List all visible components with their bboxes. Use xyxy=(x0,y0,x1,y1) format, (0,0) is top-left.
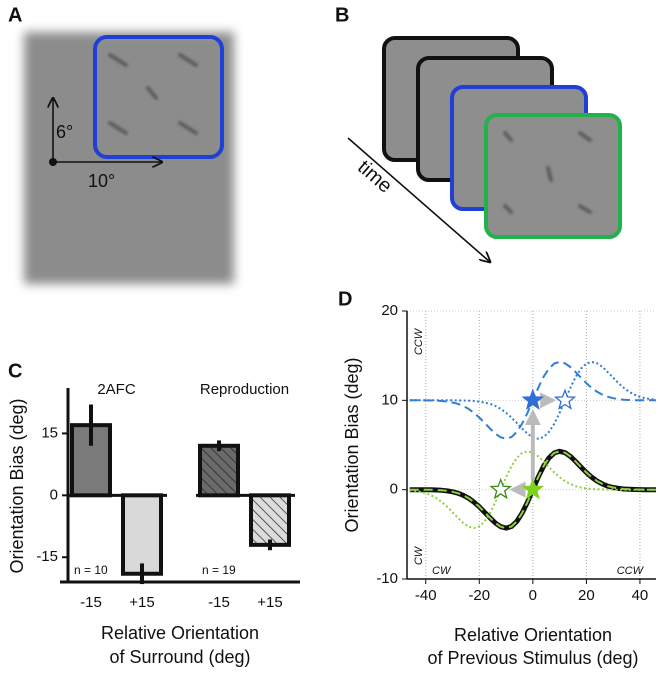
panel-label: D xyxy=(338,288,352,310)
annotation: n = 10 xyxy=(74,563,108,577)
annotation: CCW xyxy=(617,565,645,577)
annotation: CW xyxy=(413,545,425,565)
bar-hatch xyxy=(253,497,287,543)
x-tick-label: -15 xyxy=(80,594,102,611)
x-tick-label: -40 xyxy=(415,587,437,604)
panel-label: B xyxy=(335,4,349,26)
y-tick-label: 10 xyxy=(381,391,398,408)
bar xyxy=(121,493,163,576)
star-marker xyxy=(489,477,512,500)
annotation: CW xyxy=(432,565,452,577)
x-tick-label: 20 xyxy=(578,587,595,604)
panel-label: C xyxy=(8,360,22,382)
time-arrow xyxy=(347,137,490,262)
dimension-label: 6° xyxy=(56,122,73,142)
y-tick-label: 0 xyxy=(390,481,398,498)
x-tick-label: +15 xyxy=(129,594,154,611)
star-marker xyxy=(553,388,577,410)
y-axis-label: Orientation Bias (deg) xyxy=(342,357,362,532)
time-label: time xyxy=(353,156,396,197)
x-tick-label: -20 xyxy=(468,587,490,604)
x-axis-label: Relative Orientation xyxy=(454,625,612,645)
star-marker xyxy=(521,477,545,500)
group-title: Reproduction xyxy=(200,381,289,398)
y-tick-label: -15 xyxy=(36,548,58,565)
annotation: CCW xyxy=(413,327,425,355)
y-tick-label: 20 xyxy=(381,302,398,319)
bar-hatch xyxy=(202,447,236,494)
dimension-label: 10° xyxy=(88,171,115,191)
frames xyxy=(382,36,622,239)
x-axis-label: of Previous Stimulus (deg) xyxy=(427,648,638,668)
x-tick-label: -15 xyxy=(208,594,230,611)
x-axis-label: of Surround (deg) xyxy=(109,647,250,667)
group-title: 2AFC xyxy=(97,381,136,398)
x-tick-label: 0 xyxy=(529,587,537,604)
x-tick-label: +15 xyxy=(257,594,282,611)
annotation: n = 19 xyxy=(202,563,236,577)
gabors xyxy=(108,53,198,135)
y-tick-label: 15 xyxy=(41,424,58,441)
y-axis-label: Orientation Bias (deg) xyxy=(7,398,27,573)
panel-label: A xyxy=(8,4,22,26)
star-marker xyxy=(521,388,545,410)
x-axis-label: Relative Orientation xyxy=(101,623,259,643)
y-tick-label: 0 xyxy=(50,486,58,503)
y-tick-label: -10 xyxy=(376,570,398,587)
x-tick-label: 40 xyxy=(632,587,649,604)
